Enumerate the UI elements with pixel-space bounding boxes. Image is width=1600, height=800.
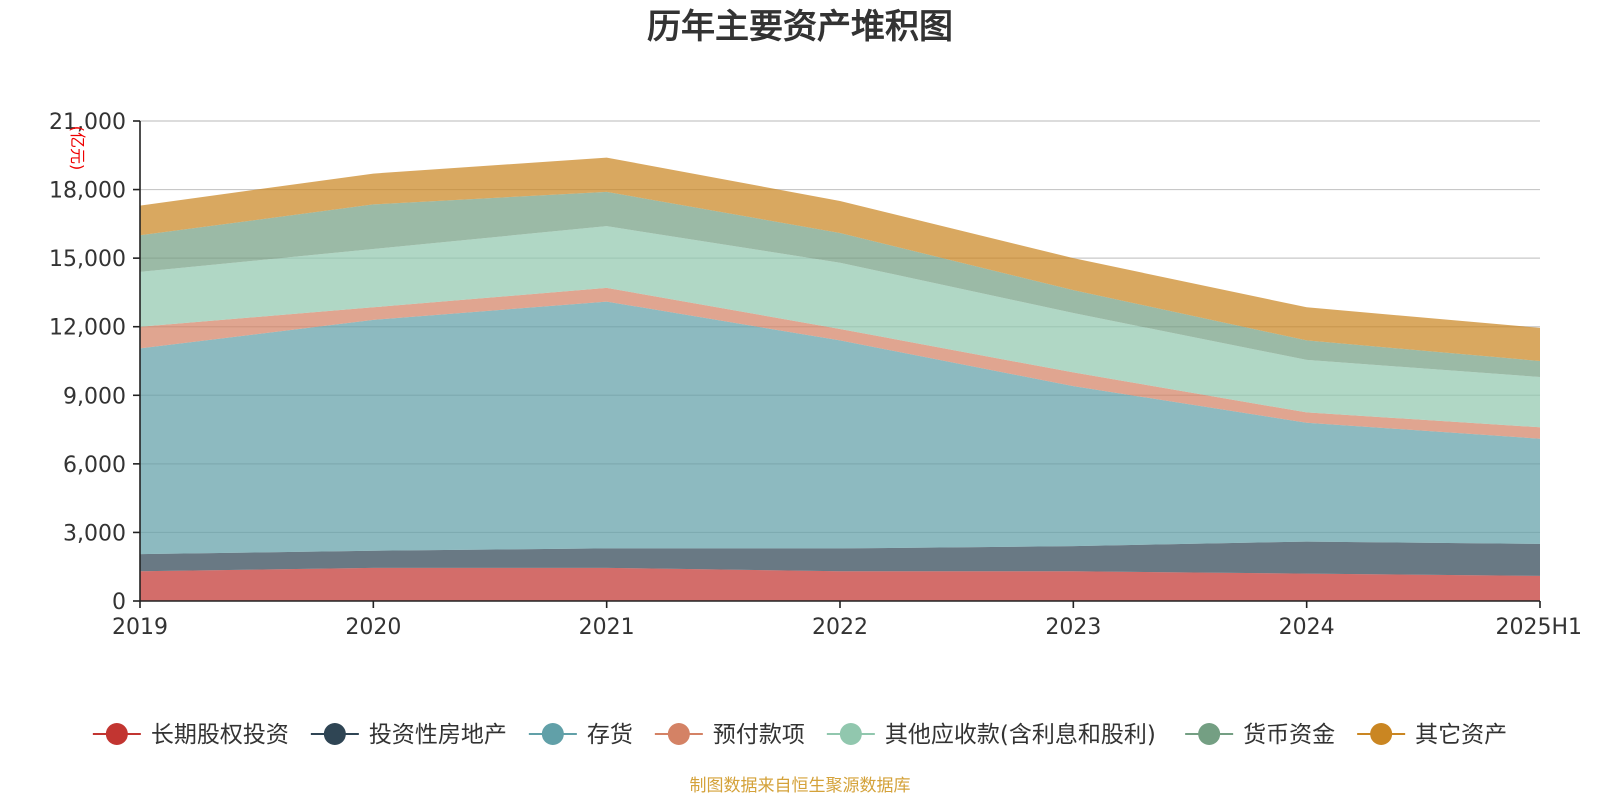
legend-label: 长期股权投资 [151, 722, 289, 748]
legend-item[interactable]: 其他应收款(含利息和股利) [826, 722, 1156, 748]
legend-marker-icon [1198, 723, 1221, 745]
legend-marker-icon [839, 723, 862, 745]
legend-item[interactable]: 存货 [528, 722, 633, 748]
legend-item[interactable]: 长期股权投资 [92, 722, 289, 748]
x-tick-label: 2020 [345, 615, 401, 640]
series-area [140, 541, 1540, 576]
legend-marker-icon [105, 723, 128, 745]
y-tick-label: 12,000 [49, 316, 126, 341]
y-tick-label: 9,000 [63, 384, 126, 409]
series-area [140, 567, 1540, 601]
legend-label: 货币资金 [1243, 722, 1335, 748]
x-tick-label: 2023 [1045, 615, 1101, 640]
legend-label: 投资性房地产 [369, 722, 507, 748]
y-tick-label: 0 [112, 590, 126, 615]
legend-item[interactable]: 投资性房地产 [310, 722, 507, 748]
x-tick-label: 2022 [812, 615, 868, 640]
axes: 0 3,000 6,000 9,000 12,000 15,000 18,000 21,000… [49, 110, 1582, 640]
source-note: 制图数据来自恒生聚源数据库 [690, 776, 911, 796]
legend-item[interactable]: 其它资产 [1357, 722, 1507, 748]
legend-label: 预付款项 [713, 722, 805, 748]
y-tick-label: 18,000 [49, 179, 126, 204]
series-area [140, 157, 1540, 361]
x-tick-label: 2025H1 [1495, 615, 1582, 640]
x-tick-label: 2024 [1279, 615, 1335, 640]
y-tick-label: 15,000 [49, 247, 126, 272]
series-area [140, 287, 1540, 439]
legend-marker-icon [1370, 723, 1393, 745]
series-area [140, 191, 1540, 377]
chart-title: 历年主要资产堆积图 [647, 7, 953, 47]
series-area [140, 301, 1540, 555]
series-area [140, 226, 1540, 428]
x-tick-label: 2021 [579, 615, 635, 640]
legend-marker-icon [541, 723, 564, 745]
y-tick-label: 3,000 [63, 521, 126, 546]
legend-label: 存货 [587, 722, 633, 748]
legend-marker-icon [323, 723, 346, 745]
y-tick-label: 6,000 [63, 453, 126, 478]
legend-marker-icon [667, 723, 690, 745]
y-unit-label: (亿元) [68, 126, 87, 171]
legend-label: 其它资产 [1415, 722, 1507, 748]
legend-item[interactable]: 货币资金 [1185, 722, 1335, 748]
y-tick-label: 21,000 [49, 110, 126, 135]
plot-areas [140, 157, 1540, 601]
legend-label: 其他应收款(含利息和股利) [885, 722, 1156, 748]
legend-item[interactable]: 预付款项 [654, 722, 805, 748]
x-tick-label: 2019 [112, 615, 168, 640]
legend: 长期股权投资 投资性房地产 存货 预付款项 其他应收款(含利息和股利) 货币资金 其它资产 [92, 722, 1507, 748]
